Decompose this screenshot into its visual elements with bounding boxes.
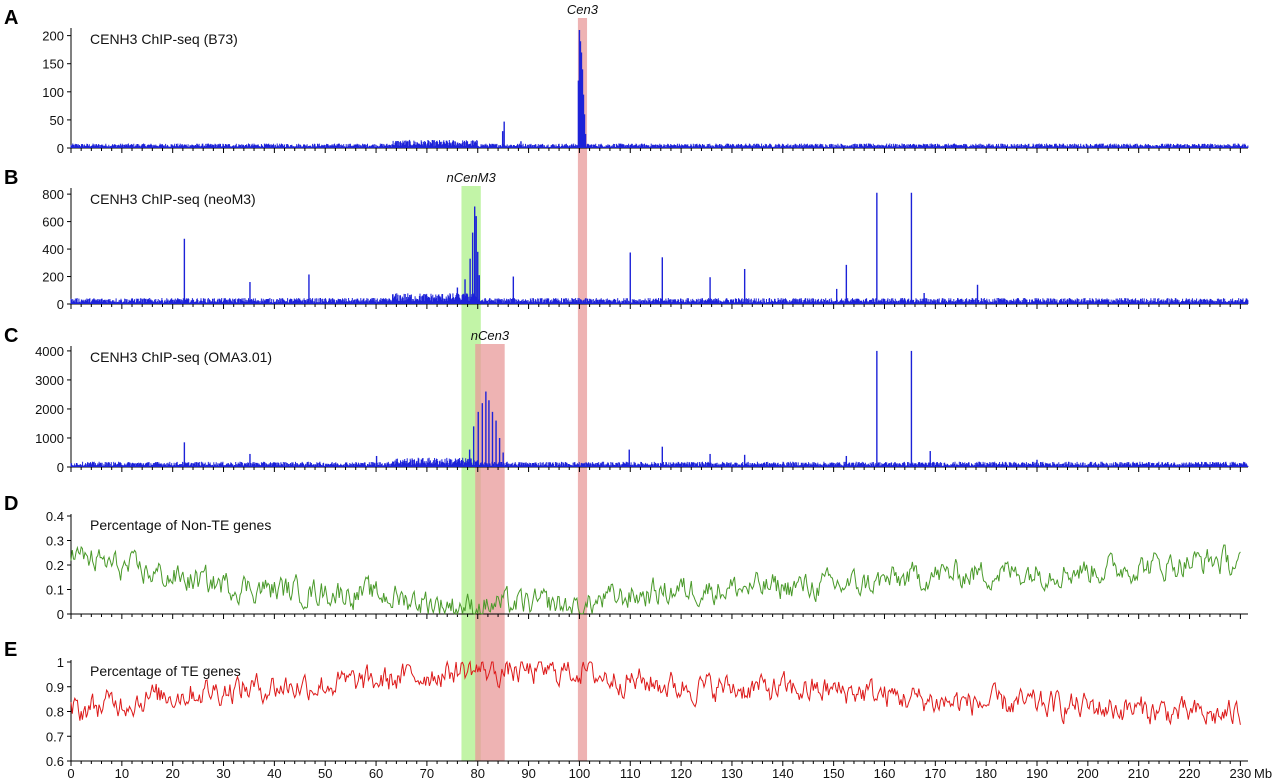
x-tick-label: 80 [471,766,485,781]
y-tick-label: 3000 [35,373,64,388]
signal-baseline [70,457,1249,467]
highlight-label-ncenm3: nCenM3 [447,170,497,185]
panel-title: Percentage of Non-TE genes [90,517,271,533]
x-axis-unit: Mb [1254,766,1272,781]
y-tick-label: 4000 [35,344,64,359]
x-tick-label: 110 [620,766,641,781]
y-tick-label: 0.4 [46,509,64,524]
panel-letter: E [4,639,17,661]
x-tick-label: 120 [670,766,692,781]
x-tick-label: 180 [975,766,997,781]
series-line [70,660,1241,726]
y-tick-label: 0.1 [46,583,64,598]
y-tick-label: 0.2 [46,558,64,573]
x-tick-label: 0 [67,766,74,781]
panel-b: B CENH3 ChIP-seq (neoM3) 0 200 400 600 800 [4,167,1249,312]
x-tick-label: 150 [823,766,845,781]
y-tick-label: 0.3 [46,534,64,549]
panel-c: C CENH3 ChIP-seq (OMA3.01) 0 1000 2000 3000 40… [4,325,1249,475]
y-tick-label: 0 [57,607,64,622]
panel-letter: A [4,7,18,29]
panel-title: CENH3 ChIP-seq (B73) [90,31,238,47]
y-tick-label: 0.9 [46,680,64,695]
signal-baseline [70,139,1249,148]
x-tick-label: 230 [1230,766,1252,781]
x-tick-label: 130 [721,766,743,781]
panel-title: CENH3 ChIP-seq (neoM3) [90,191,256,207]
x-tick-label: 140 [772,766,794,781]
series-line [70,544,1241,616]
y-tick-label: 800 [42,187,64,202]
y-tick-label: 600 [42,215,64,230]
x-tick-label: 70 [420,766,434,781]
panel-title: Percentage of TE genes [90,663,241,679]
y-tick-label: 0.8 [46,705,64,720]
x-axis: 0 10 20 30 40 50 60 70 80 90 100 110 120 130 140 150 160… [67,766,1272,781]
y-tick-label: 0.6 [46,754,64,769]
highlight-label-cen3: Cen3 [567,2,599,17]
x-tick-label: 40 [267,766,281,781]
y-tick-label: 0 [57,297,64,312]
x-tick-label: 170 [924,766,946,781]
x-tick-label: 30 [216,766,230,781]
y-tick-label: 200 [42,29,64,44]
panel-a: A CENH3 ChIP-seq (B73) 0 50 100 150 200 [4,7,1249,156]
x-tick-label: 220 [1179,766,1201,781]
signal-baseline [70,293,1249,304]
panel-d: D Percentage of Non-TE genes 0 0.1 0.2 0.3 0.4 [4,493,1248,622]
y-tick-label: 0 [57,141,64,156]
panel-letter: D [4,493,18,515]
highlight-label-ncen3: nCen3 [471,328,510,343]
x-tick-label: 210 [1128,766,1150,781]
highlight-band-cen3 [577,18,588,761]
y-tick-label: 2000 [35,402,64,417]
x-tick-label: 50 [318,766,332,781]
highlight-band-ncen3 [475,344,505,761]
panel-letter: C [4,325,18,347]
x-tick-label: 190 [1026,766,1048,781]
y-tick-label: 400 [42,242,64,257]
y-tick-label: 0.7 [46,729,64,744]
x-tick-label: 200 [1077,766,1099,781]
x-tick-label: 60 [369,766,383,781]
highlight-layer: Cen3 nCenM3 nCen3 [447,2,599,761]
y-tick-label: 100 [42,85,64,100]
x-tick-label: 90 [521,766,535,781]
x-tick-label: 160 [874,766,896,781]
y-tick-label: 50 [50,113,64,128]
x-tick-label: 20 [165,766,179,781]
y-tick-label: 1000 [35,431,64,446]
y-tick-label: 200 [42,270,64,285]
x-tick-label: 100 [569,766,591,781]
y-tick-label: 0 [57,460,64,475]
y-tick-label: 1 [57,655,64,670]
panel-title: CENH3 ChIP-seq (OMA3.01) [90,349,272,365]
y-tick-label: 150 [42,57,64,72]
panel-letter: B [4,167,18,189]
x-tick-label: 10 [115,766,129,781]
panel-e: E Percentage of TE genes 0.6 0.7 0.8 0.9 1 [4,639,1248,769]
